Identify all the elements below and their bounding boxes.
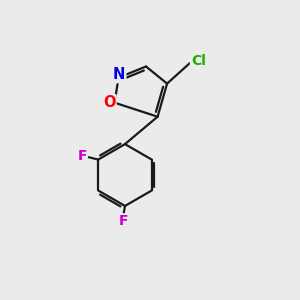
Text: F: F bbox=[119, 214, 128, 228]
Text: Cl: Cl bbox=[191, 54, 206, 68]
Text: F: F bbox=[77, 149, 87, 163]
Text: N: N bbox=[113, 67, 125, 82]
Text: O: O bbox=[103, 95, 116, 110]
